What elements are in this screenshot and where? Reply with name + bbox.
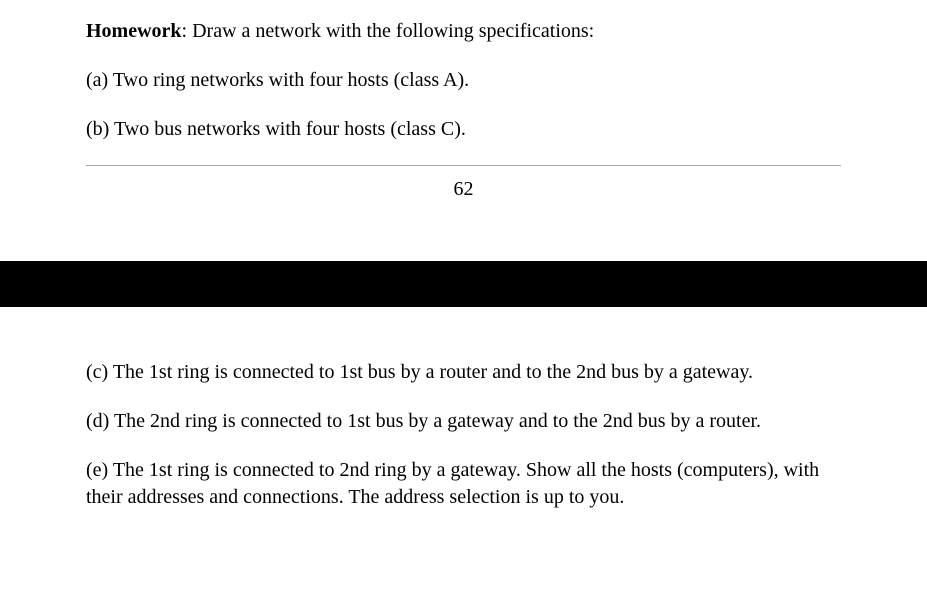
spec-item-b: (b) Two bus networks with four hosts (cl… [86, 116, 841, 143]
black-separator-bar [0, 261, 927, 307]
spec-item-d: (d) The 2nd ring is connected to 1st bus… [86, 408, 841, 435]
content-bottom-block: (c) The 1st ring is connected to 1st bus… [0, 359, 927, 553]
homework-label: Homework [86, 20, 182, 42]
homework-header: Homework: Draw a network with the follow… [86, 18, 841, 45]
page-divider [86, 165, 841, 166]
document-page: Homework: Draw a network with the follow… [0, 0, 927, 553]
content-top-block: Homework: Draw a network with the follow… [0, 0, 927, 201]
page-number: 62 [86, 178, 841, 201]
spec-item-c: (c) The 1st ring is connected to 1st bus… [86, 359, 841, 386]
spec-item-a: (a) Two ring networks with four hosts (c… [86, 67, 841, 94]
homework-description: : Draw a network with the following spec… [182, 20, 595, 42]
spec-item-e: (e) The 1st ring is connected to 2nd rin… [86, 457, 841, 511]
